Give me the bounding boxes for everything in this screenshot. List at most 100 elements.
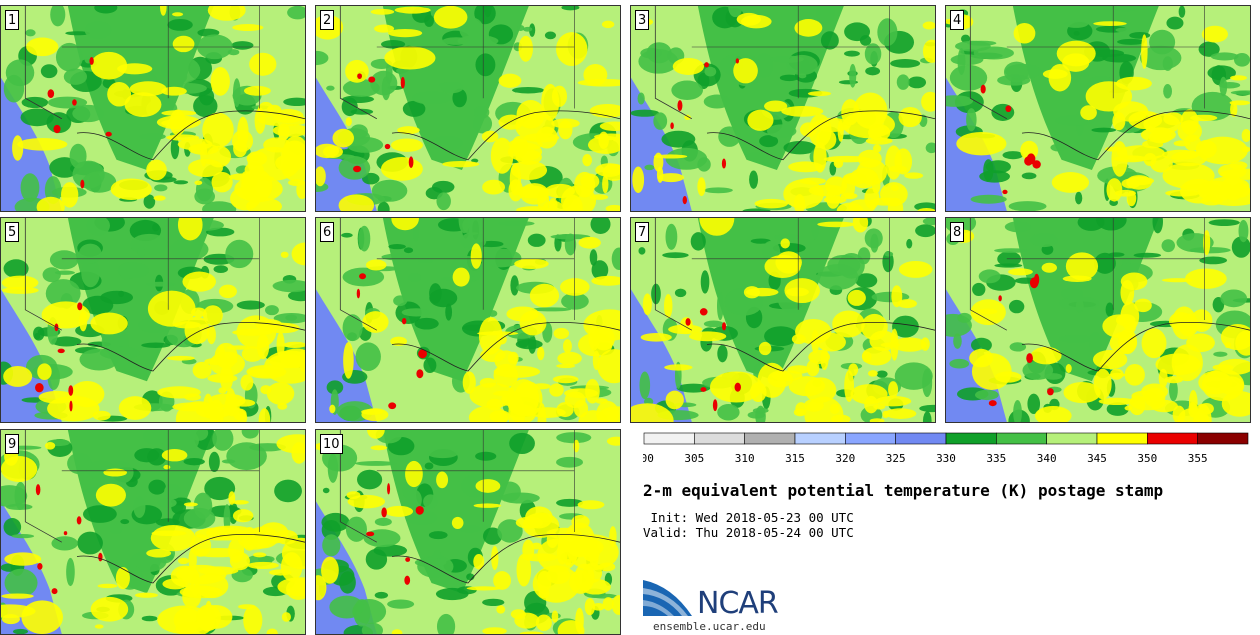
field-patch [925,142,935,154]
field-patch [109,520,123,535]
field-patch [403,247,414,254]
field-patch [849,167,879,189]
field-patch [950,54,984,66]
field-patch [1230,75,1247,81]
field-patch [1117,38,1145,45]
field-patch [20,173,40,203]
state-border [969,6,1007,120]
field-patch [556,32,588,66]
field-patch [55,42,83,72]
field-patch [47,96,88,109]
field-patch [285,314,297,321]
field-patch [1185,268,1227,289]
field-patch [1085,81,1133,112]
field-patch [243,85,271,96]
field-patch [1,593,34,599]
hot-spot [988,400,997,407]
field-patch [877,18,898,47]
field-patch [278,123,290,141]
field-patch [506,306,539,322]
field-patch [1180,109,1199,135]
field-patch [773,233,800,241]
colorbar-tick-label: 325 [886,452,906,465]
field-patch [232,509,254,523]
field-patch [472,114,493,134]
field-patch [994,248,1029,253]
field-patch [890,58,921,68]
field-patch [445,303,453,321]
field-patch [143,194,156,209]
field-patch [21,600,64,634]
field-patch [754,198,789,209]
hot-spot [381,507,387,518]
field-patch [1116,145,1165,161]
field-patch [957,312,972,323]
field-patch [1166,16,1184,30]
field-patch [417,258,434,264]
hot-spot [401,317,407,325]
field-patch [589,249,598,266]
colorbar-swatch [694,432,745,445]
hot-spot [677,100,683,112]
hot-spot [1026,353,1033,364]
field-patch [552,375,579,384]
field-patch [4,552,42,566]
field-patch [462,371,476,394]
field-patch [537,570,552,593]
coastline [76,110,305,161]
field-patch [207,6,246,21]
field-patch [764,326,798,347]
field-patch [653,112,668,130]
field-patch [11,534,35,539]
field-patch [922,218,935,226]
field-patch [374,24,395,33]
field-patch [90,51,128,80]
coastline [706,110,935,161]
field-patch [1201,368,1245,402]
field-patch [316,166,326,187]
field-patch [451,516,464,529]
colorbar-swatch [744,432,796,445]
field-patch [281,537,305,570]
field-patch [750,238,771,244]
field-patch [189,430,209,441]
field-patch [390,336,407,347]
field-patch [405,510,438,526]
field-patch [179,585,223,599]
field-patch [1201,25,1228,43]
field-patch [167,18,193,31]
field-patch [578,236,601,249]
field-patch [584,598,596,616]
field-patch [888,381,899,399]
field-patch [475,451,497,461]
field-patch [605,204,620,211]
field-patch [458,218,471,234]
field-patch [642,293,652,316]
field-patch [946,95,974,107]
field-patch [157,498,177,508]
field-patch [1013,23,1036,44]
field-patch [44,441,56,450]
field-patch [509,432,535,455]
field-patch [211,171,233,193]
field-patch [516,553,532,587]
field-patch [949,358,970,369]
field-patch [329,595,364,619]
field-patch [225,239,254,269]
hot-spot [368,76,376,83]
field-patch [480,248,522,268]
website-url: ensemble.ucar.edu [653,620,766,633]
field-patch [970,299,1006,326]
field-patch [411,91,452,105]
field-patch [781,105,824,117]
field-patch [703,320,724,328]
hot-spot [400,76,405,89]
field-patch [1030,232,1059,248]
theta-e-field-map [1,6,305,211]
field-patch [243,605,263,634]
field-patch [183,458,205,466]
field-patch [202,112,234,148]
field-patch [580,173,600,190]
hot-spot [89,57,94,65]
field-patch [212,430,234,451]
